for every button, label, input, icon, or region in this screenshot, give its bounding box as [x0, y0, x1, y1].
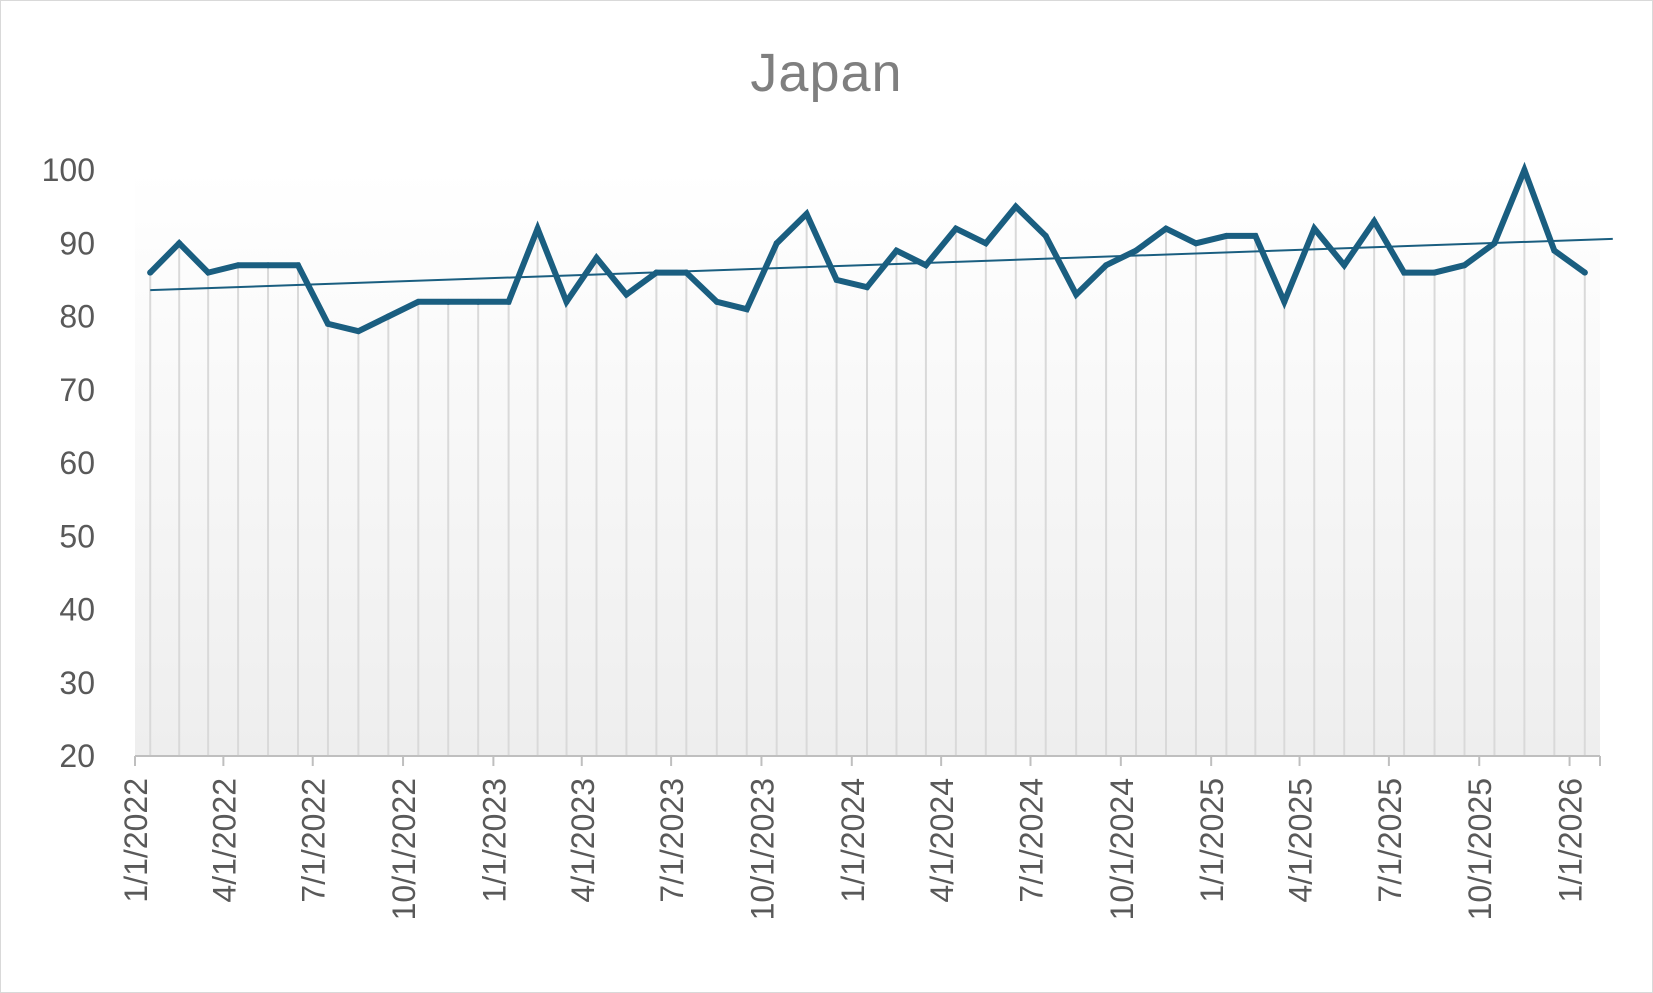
- x-tick-label: 10/1/2023: [744, 778, 780, 920]
- data-point: [324, 320, 331, 327]
- y-tick-label: 80: [59, 299, 95, 335]
- data-point: [1551, 247, 1558, 254]
- data-point: [1521, 167, 1528, 173]
- y-tick-label: 30: [59, 665, 95, 701]
- data-point: [205, 269, 212, 276]
- data-point: [1012, 203, 1019, 210]
- data-point: [147, 269, 154, 276]
- data-point: [445, 298, 452, 305]
- data-point: [1401, 269, 1408, 276]
- data-point: [415, 298, 422, 305]
- data-point: [922, 262, 929, 269]
- data-point: [475, 298, 482, 305]
- y-tick-label: 70: [59, 372, 95, 408]
- data-point: [505, 298, 512, 305]
- data-point: [1162, 225, 1169, 232]
- data-point: [1252, 232, 1259, 239]
- data-point: [593, 254, 600, 261]
- data-point: [176, 240, 183, 247]
- data-point: [803, 210, 810, 217]
- y-tick-label: 100: [42, 152, 95, 188]
- x-tick-label: 1/1/2023: [476, 778, 512, 903]
- data-point: [265, 262, 272, 269]
- x-tick-label: 7/1/2022: [296, 778, 332, 903]
- x-tick-label: 10/1/2025: [1462, 778, 1498, 920]
- y-tick-label: 90: [59, 225, 95, 261]
- x-tick-label: 1/1/2024: [835, 778, 871, 903]
- data-point: [1281, 298, 1288, 305]
- x-tick-label: 7/1/2024: [1013, 778, 1049, 903]
- data-point: [1133, 247, 1140, 254]
- data-point: [683, 269, 690, 276]
- data-point: [833, 276, 840, 283]
- data-point: [952, 225, 959, 232]
- data-point: [355, 328, 362, 335]
- data-point: [1103, 262, 1110, 269]
- data-point: [982, 240, 989, 247]
- data-point: [1341, 262, 1348, 269]
- x-tick-label: 1/1/2025: [1194, 778, 1230, 903]
- drop-lines: [149, 170, 1586, 756]
- data-point: [1581, 269, 1588, 276]
- x-tick-label: 4/1/2024: [924, 778, 960, 903]
- x-tick-label: 7/1/2025: [1372, 778, 1408, 903]
- x-tick-label: 7/1/2023: [654, 778, 690, 903]
- data-point: [1192, 240, 1199, 247]
- data-point: [534, 225, 541, 232]
- data-point: [623, 291, 630, 298]
- y-axis-labels: 20 30 40 50 60 70 80 90 100: [42, 152, 95, 774]
- data-point: [1491, 240, 1498, 247]
- data-point: [713, 298, 720, 305]
- series-group: [147, 161, 1588, 335]
- y-tick-label: 40: [59, 592, 95, 628]
- y-tick-label: 50: [59, 518, 95, 554]
- data-point: [1431, 269, 1438, 276]
- data-point: [1223, 232, 1230, 239]
- data-point: [1311, 225, 1318, 232]
- x-tick-label: 4/1/2025: [1283, 778, 1319, 903]
- x-tick-label: 1/1/2026: [1553, 778, 1589, 903]
- x-tick-label: 4/1/2023: [565, 778, 601, 903]
- axes: [134, 755, 1601, 766]
- data-point: [743, 306, 750, 313]
- x-axis-labels: 1/1/2022 4/1/2022 7/1/2022 10/1/2022 1/1/202…: [118, 778, 1589, 920]
- x-tick-label: 1/1/2022: [118, 778, 154, 903]
- y-tick-label: 60: [59, 445, 95, 481]
- chart-title: Japan: [750, 43, 903, 103]
- y-tick-label: 20: [59, 738, 95, 774]
- data-point: [1042, 232, 1049, 239]
- data-point: [1073, 291, 1080, 298]
- x-tick-label: 10/1/2024: [1104, 778, 1140, 920]
- data-point: [1461, 262, 1468, 269]
- data-point: [563, 298, 570, 305]
- data-point: [653, 269, 660, 276]
- x-tick-label: 4/1/2022: [206, 778, 242, 903]
- data-point: [385, 313, 392, 320]
- data-point: [235, 262, 242, 269]
- data-point: [294, 262, 301, 269]
- data-point: [1371, 218, 1378, 225]
- data-point: [773, 240, 780, 247]
- x-tick-label: 10/1/2022: [386, 778, 422, 920]
- data-point: [864, 284, 871, 291]
- data-point: [893, 247, 900, 254]
